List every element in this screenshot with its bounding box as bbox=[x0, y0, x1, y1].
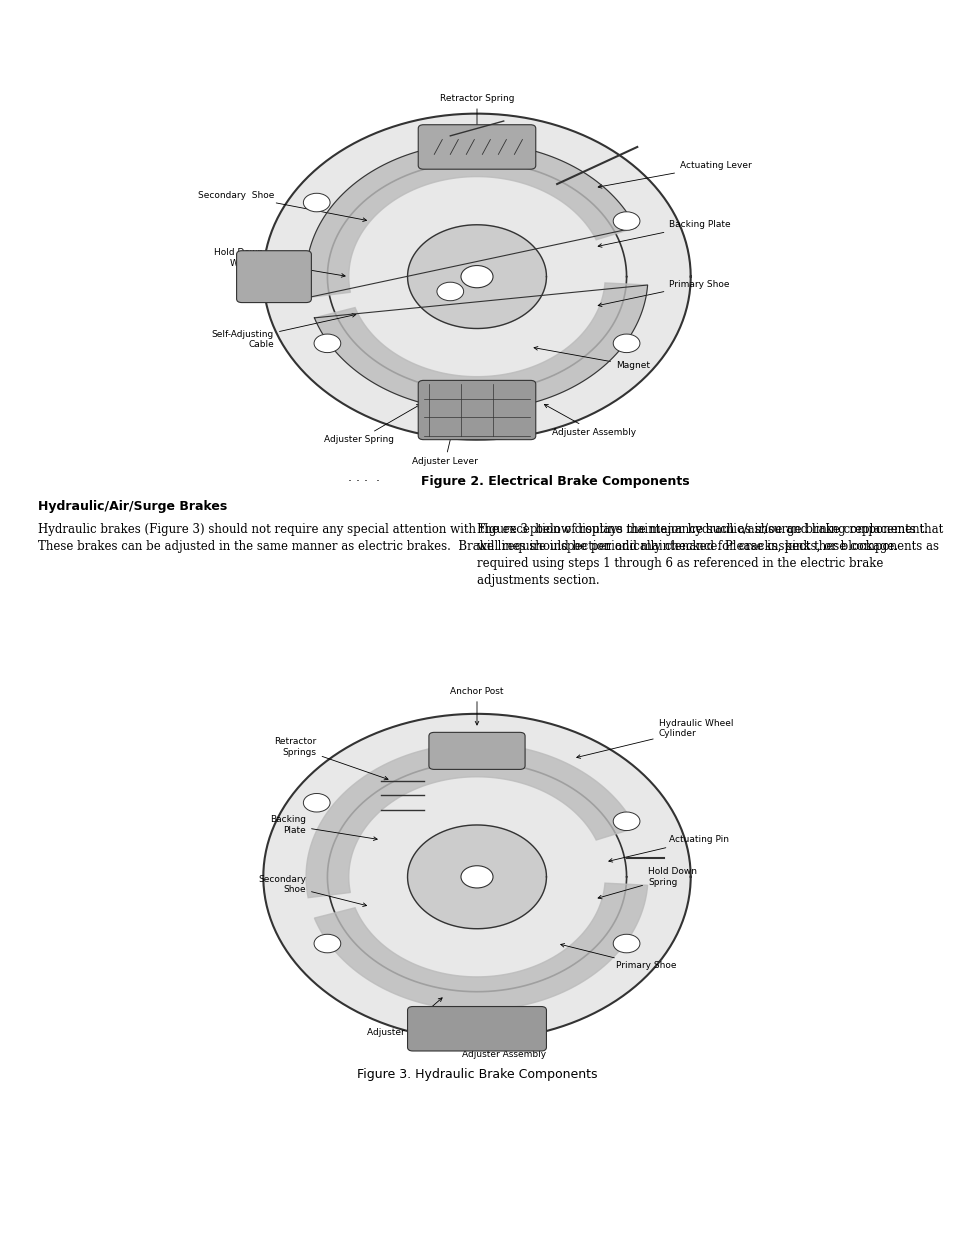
Text: Adjuster Spring: Adjuster Spring bbox=[324, 405, 420, 445]
Circle shape bbox=[460, 266, 493, 288]
Polygon shape bbox=[314, 883, 647, 1010]
Circle shape bbox=[613, 934, 639, 953]
Circle shape bbox=[613, 212, 639, 231]
Polygon shape bbox=[407, 225, 546, 329]
Text: Figure 2. Electrical Brake Components: Figure 2. Electrical Brake Components bbox=[421, 475, 689, 488]
Circle shape bbox=[314, 934, 340, 953]
Text: DCA-60SSI2 — PARTS AND OPERATION  MANUAL— REV. #3  (09/15/01) — PAGE 15: DCA-60SSI2 — PARTS AND OPERATION MANUAL—… bbox=[193, 1205, 760, 1218]
Polygon shape bbox=[263, 714, 690, 1040]
Circle shape bbox=[436, 283, 463, 301]
Text: Magnet: Magnet bbox=[534, 347, 649, 370]
Polygon shape bbox=[314, 283, 647, 410]
Text: Adjuster Lever: Adjuster Lever bbox=[412, 421, 477, 467]
Text: Figure 3. Hydraulic Brake Components: Figure 3. Hydraulic Brake Components bbox=[356, 1068, 597, 1081]
Circle shape bbox=[314, 335, 340, 353]
Text: Backing Plate: Backing Plate bbox=[598, 220, 730, 247]
Text: Backing
Plate: Backing Plate bbox=[270, 815, 376, 841]
Polygon shape bbox=[306, 143, 636, 298]
Polygon shape bbox=[306, 743, 636, 898]
Circle shape bbox=[303, 194, 330, 212]
Text: Secondary
Shoe: Secondary Shoe bbox=[257, 874, 366, 906]
Text: Retractor
Springs: Retractor Springs bbox=[274, 737, 388, 779]
FancyBboxPatch shape bbox=[417, 380, 536, 440]
Circle shape bbox=[613, 335, 639, 353]
FancyBboxPatch shape bbox=[236, 251, 311, 303]
Circle shape bbox=[613, 813, 639, 830]
Text: Hydraulic brakes (Figure 3) should not require any special attention with the ex: Hydraulic brakes (Figure 3) should not r… bbox=[38, 524, 931, 553]
Text: DCA-60SSIU  —TRAILER SAFETY GUIDELINES: DCA-60SSIU —TRAILER SAFETY GUIDELINES bbox=[201, 36, 752, 57]
Text: Actuating Pin: Actuating Pin bbox=[608, 835, 728, 862]
Circle shape bbox=[460, 866, 493, 888]
Text: Secondary  Shoe: Secondary Shoe bbox=[197, 190, 366, 221]
FancyBboxPatch shape bbox=[417, 125, 536, 169]
Text: Self-Adjusting
Cable: Self-Adjusting Cable bbox=[212, 314, 355, 350]
Text: Adjuster Assembly: Adjuster Assembly bbox=[544, 404, 636, 437]
Text: Actuating Lever: Actuating Lever bbox=[598, 161, 751, 188]
FancyBboxPatch shape bbox=[407, 1007, 546, 1051]
Text: Adjuster Spring: Adjuster Spring bbox=[367, 998, 441, 1037]
FancyBboxPatch shape bbox=[429, 732, 524, 769]
Polygon shape bbox=[407, 825, 546, 929]
Text: Adjuster Assembly: Adjuster Assembly bbox=[461, 1021, 545, 1060]
Text: Hold Down
Washer: Hold Down Washer bbox=[214, 248, 345, 277]
Text: Primary Shoe: Primary Shoe bbox=[598, 279, 729, 306]
Text: Retractor Spring: Retractor Spring bbox=[439, 94, 514, 132]
Text: Hydraulic/Air/Surge Brakes: Hydraulic/Air/Surge Brakes bbox=[38, 500, 227, 514]
Text: Figure 3  below displays the major hydraulic/air/surge brake components that wil: Figure 3 below displays the major hydrau… bbox=[476, 524, 943, 587]
Polygon shape bbox=[263, 114, 690, 440]
Text: Primary Shoe: Primary Shoe bbox=[560, 944, 676, 971]
Text: Anchor Post: Anchor Post bbox=[450, 687, 503, 725]
Text: · · ·  ·: · · · · bbox=[348, 475, 392, 488]
Text: Hold Down
Spring: Hold Down Spring bbox=[598, 867, 697, 899]
Text: Hydraulic Wheel
Cylinder: Hydraulic Wheel Cylinder bbox=[577, 719, 732, 758]
Circle shape bbox=[303, 793, 330, 813]
